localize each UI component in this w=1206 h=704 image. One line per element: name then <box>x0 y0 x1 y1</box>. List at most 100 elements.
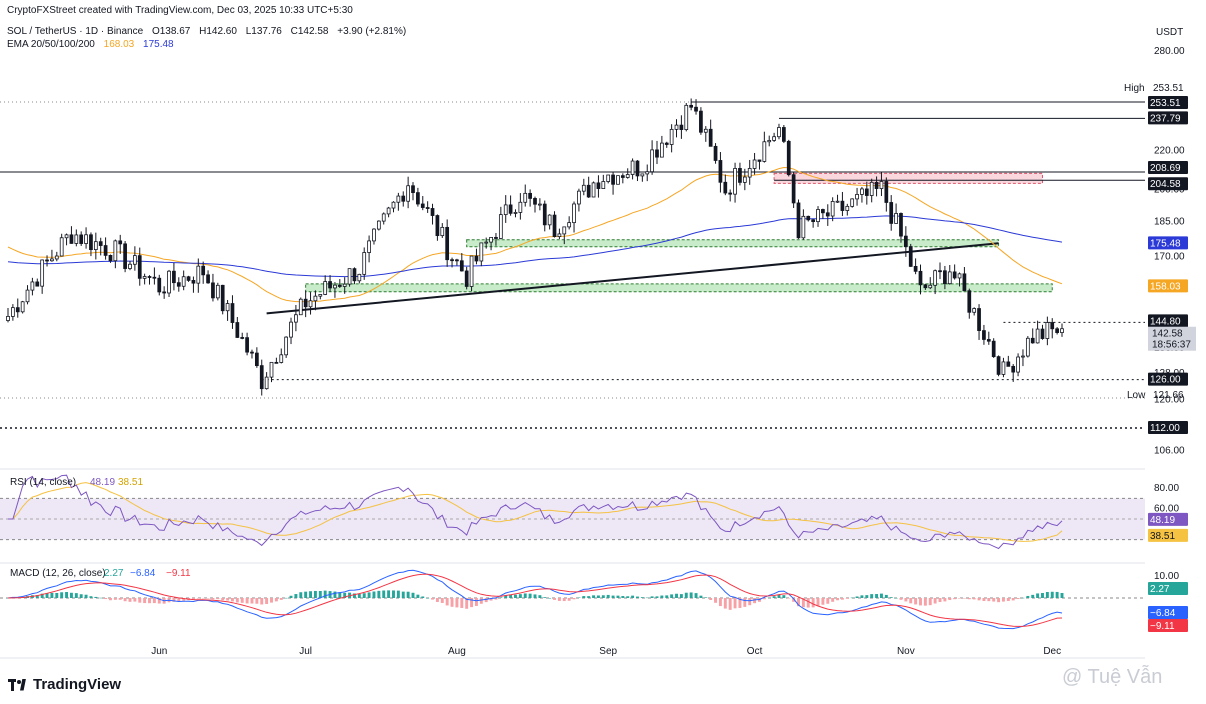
label-ema-100: 158.03 <box>1150 281 1181 292</box>
macd-histogram-bar <box>933 598 937 604</box>
candle-body <box>181 276 186 287</box>
macd-histogram-bar <box>792 598 796 602</box>
candle-body <box>874 181 879 189</box>
macd-histogram-bar <box>821 598 825 605</box>
candle-body <box>469 255 474 287</box>
macd-histogram-bar <box>509 594 513 598</box>
candle-body <box>982 330 986 340</box>
candle-body <box>357 273 362 282</box>
label-126-box <box>1148 372 1188 386</box>
macd-histogram-bar <box>435 598 439 602</box>
candle-body <box>708 128 713 147</box>
macd-histogram-bar <box>504 595 508 598</box>
macd-value-text: −6.84 <box>130 568 156 579</box>
symbol-name[interactable]: SOL / TetherUS · 1D · Binance <box>7 26 144 37</box>
candle-body <box>103 245 108 256</box>
macd-histogram-bar <box>392 590 395 598</box>
change-value: +3.90 (+2.81%) <box>337 26 407 37</box>
candle-body <box>133 255 137 265</box>
candle-body <box>884 181 889 203</box>
candle-body <box>1055 328 1059 333</box>
macd-hist-label-box <box>1148 582 1188 596</box>
price-axis-tick: 280.00 <box>1154 46 1185 57</box>
label-ema-100-box <box>1148 279 1188 293</box>
candle-body <box>840 200 845 211</box>
candle-body <box>411 185 415 194</box>
tradingview-logo-icon <box>8 678 28 691</box>
candle-body <box>230 303 235 323</box>
candle-body <box>489 236 493 243</box>
macd-label: MACD (12, 26, close) <box>10 568 106 579</box>
candle-body <box>694 106 698 112</box>
macd-histogram-bar <box>494 598 498 600</box>
macd-histogram-bar <box>1055 591 1059 598</box>
macd-histogram-bar <box>69 592 73 598</box>
macd-histogram-bar <box>279 598 283 600</box>
macd-histogram-bar <box>255 598 259 604</box>
label-204-box <box>1148 177 1188 191</box>
macd-histogram-bar <box>743 598 747 607</box>
candle-body <box>860 188 864 195</box>
candle-body <box>762 141 767 162</box>
macd-histogram-bar <box>943 598 947 602</box>
candle-body <box>352 268 357 282</box>
macd-histogram-bar <box>382 590 386 598</box>
candle-body <box>996 356 1001 375</box>
candle-body <box>474 255 479 262</box>
macd-histogram-bar <box>289 595 293 598</box>
candle-body <box>406 185 410 202</box>
candle-body <box>494 236 498 239</box>
macd-histogram-bar <box>767 597 771 599</box>
candle-body <box>172 270 176 284</box>
macd-histogram-bar <box>1026 595 1030 598</box>
macd-histogram-bar <box>704 597 708 598</box>
candle-body <box>660 142 664 158</box>
candle-body <box>835 200 840 203</box>
macd-histogram-bar <box>938 598 942 603</box>
macd-histogram-bar <box>684 592 688 598</box>
candle-body <box>50 258 54 262</box>
last-price-box <box>1148 326 1196 351</box>
candle-body <box>206 274 210 284</box>
macd-histogram-bar <box>621 596 625 598</box>
candle-body <box>899 213 903 237</box>
macd-histogram-bar <box>1041 593 1044 598</box>
candle-body <box>74 234 79 244</box>
macd-histogram-bar <box>318 590 322 598</box>
candle-body <box>772 136 776 141</box>
candle-body <box>396 195 401 203</box>
ema-legend[interactable]: EMA 20/50/100/200 168.03 175.48 <box>7 39 180 50</box>
macd-histogram-bar <box>45 593 49 598</box>
candle-body <box>1050 322 1055 330</box>
price-axis-tick: 106.00 <box>1154 446 1185 457</box>
macd-histogram-bar <box>777 594 781 598</box>
macd-histogram-bar <box>845 598 849 599</box>
candle-body <box>943 270 947 285</box>
candle-body <box>811 219 816 223</box>
candle-body <box>606 174 611 182</box>
macd-histogram-bar <box>972 598 976 600</box>
rsi-value-text: 48.19 <box>90 477 115 488</box>
label-253-box <box>1148 96 1188 109</box>
candle-body <box>864 188 869 196</box>
candle-body <box>328 281 332 289</box>
macd-histogram-bar <box>738 598 742 608</box>
candle-body <box>123 243 127 269</box>
rsi-line <box>8 474 1063 550</box>
symbol-header[interactable]: SOL / TetherUS · 1D · Binance O138.67 H1… <box>7 26 412 37</box>
macd-histogram-bar <box>665 595 669 598</box>
macd-histogram-bar <box>855 596 859 598</box>
demand-zone <box>305 283 1053 293</box>
macd-histogram-bar <box>372 591 376 598</box>
macd-histogram-bar <box>557 598 561 601</box>
candle-body <box>947 271 952 285</box>
candle-body <box>425 207 430 209</box>
macd-histogram-bar <box>616 595 620 598</box>
macd-histogram-bar <box>455 598 459 608</box>
candle-body <box>650 149 654 173</box>
countdown-label: 18:56:37 <box>1152 340 1191 351</box>
chart-attribution: CryptoFXStreet created with TradingView.… <box>7 5 353 16</box>
candle-body <box>430 208 435 216</box>
candle-body <box>757 159 762 162</box>
